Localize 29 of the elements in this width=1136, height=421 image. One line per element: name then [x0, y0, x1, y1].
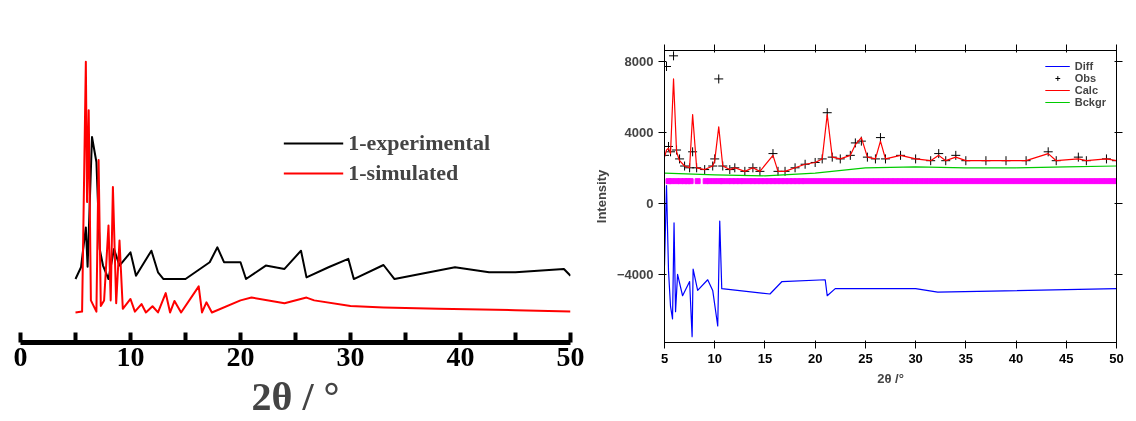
y-tick-label: 0 [646, 195, 654, 211]
y-tick-label: 4000 [624, 124, 654, 140]
y-tick-label: −4000 [616, 266, 654, 282]
x-tick-label: 0 [13, 340, 28, 372]
x-tick-label: 5 [660, 350, 669, 366]
x-tick-label: 30 [336, 340, 365, 372]
x-tick-label: 45 [1059, 350, 1074, 366]
legend-label: 1-simulated [348, 160, 459, 186]
x-tick-label: 20 [226, 340, 255, 372]
x-tick-label: 30 [908, 350, 923, 366]
legend-label: Diff [1074, 60, 1095, 72]
y-axis-title: Intensity [593, 169, 609, 224]
x-tick-label: 50 [556, 340, 585, 372]
x-tick-label: 20 [807, 350, 823, 366]
x-axis-title: 2θ / ° [251, 373, 340, 419]
x-tick-label: 35 [958, 350, 974, 366]
legend-label: Obs [1074, 72, 1097, 84]
x-tick-label: 40 [446, 340, 475, 372]
legend-label: Calc [1074, 84, 1099, 96]
x-tick-label: 10 [707, 350, 722, 366]
x-tick-label: 10 [116, 340, 145, 372]
x-tick-label: 50 [1109, 350, 1124, 366]
x-tick-label: 40 [1008, 350, 1024, 366]
legend-label: Bckgr [1074, 96, 1106, 108]
x-tick-label: 15 [757, 350, 773, 366]
x-axis-title: 2θ /° [877, 370, 904, 386]
x-tick-label: 25 [858, 350, 873, 366]
legend-label: 1-experimental [348, 130, 490, 156]
y-tick-label: 8000 [624, 53, 654, 69]
